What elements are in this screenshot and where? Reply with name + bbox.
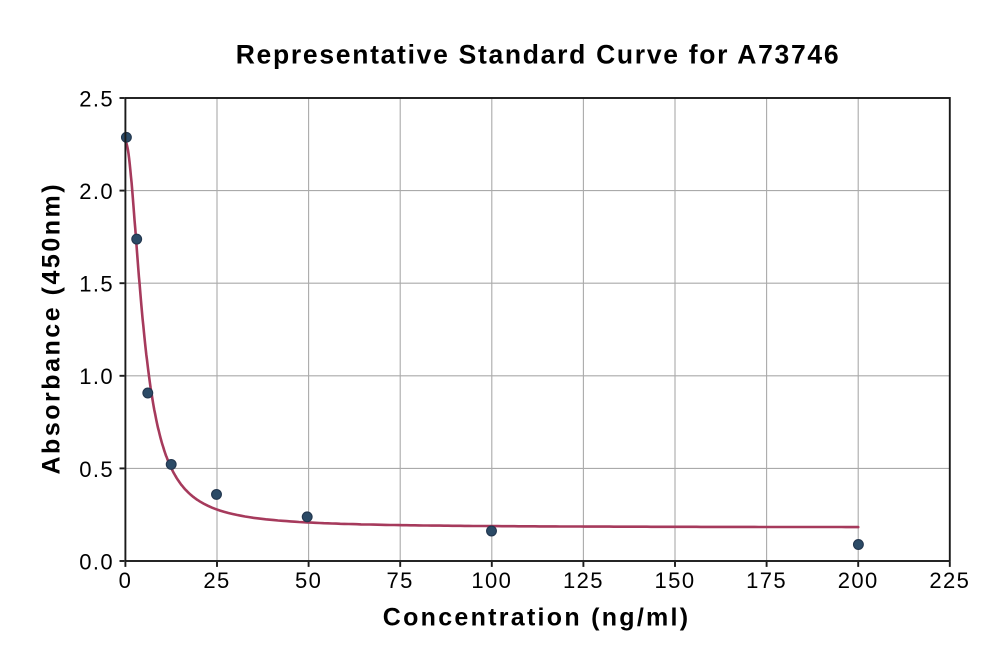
- svg-text:75: 75: [387, 568, 414, 593]
- svg-text:200: 200: [838, 568, 879, 593]
- svg-text:50: 50: [295, 568, 322, 593]
- svg-text:150: 150: [655, 568, 696, 593]
- svg-text:25: 25: [203, 568, 230, 593]
- svg-text:0: 0: [119, 568, 133, 593]
- svg-text:0.5: 0.5: [79, 457, 114, 482]
- svg-text:1.5: 1.5: [79, 272, 114, 297]
- svg-text:Absorbance (450nm): Absorbance (450nm): [38, 182, 66, 475]
- svg-text:100: 100: [471, 568, 512, 593]
- svg-text:125: 125: [563, 568, 604, 593]
- svg-text:1.0: 1.0: [79, 364, 114, 389]
- svg-text:Representative Standard Curve: Representative Standard Curve for A73746: [236, 40, 841, 70]
- svg-text:Concentration (ng/ml): Concentration (ng/ml): [383, 603, 691, 631]
- svg-text:2.0: 2.0: [79, 179, 114, 204]
- svg-text:0.0: 0.0: [79, 549, 114, 574]
- svg-text:175: 175: [746, 568, 787, 593]
- svg-text:225: 225: [929, 568, 970, 593]
- svg-text:2.5: 2.5: [79, 86, 114, 111]
